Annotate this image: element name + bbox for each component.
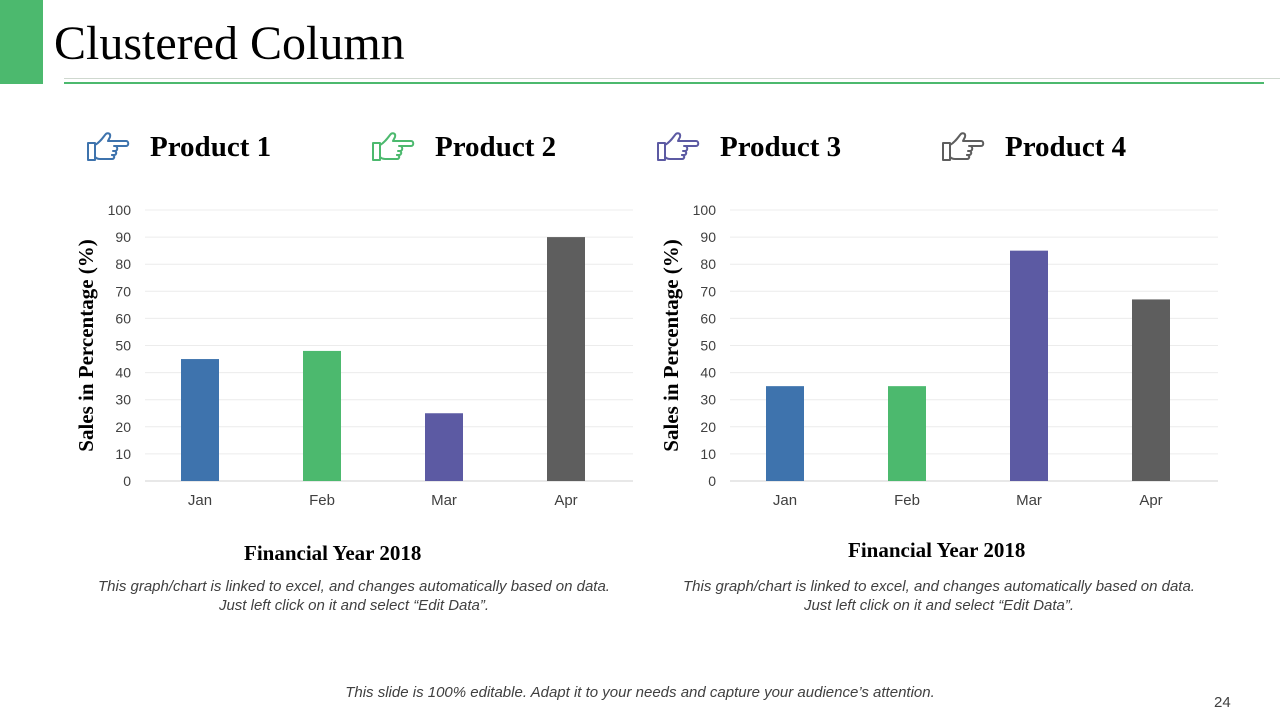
y-tick-label: 30 [115,392,131,408]
chart-2-plot: 0 10 20 30 40 50 60 70 80 90 100 Jan Feb Mar Apr Sales … [659,202,1218,509]
y-axis-title: Sales in Percentage (%) [74,239,98,451]
page-number: 24 [1214,694,1231,711]
x-tick-label: Apr [1139,492,1162,509]
y-tick-label: 20 [700,419,716,435]
chart-2-x-axis-title: Financial Year 2018 [848,538,1026,562]
x-tick-label: Jan [773,492,797,509]
x-tick-label: Apr [554,492,577,509]
y-tick-label: 50 [700,338,716,354]
y-tick-label: 80 [115,256,131,272]
legend-label: Product 4 [1005,130,1127,163]
bar-apr[interactable] [1132,299,1170,481]
pointing-hand-icon [87,132,130,161]
chart-1-x-axis-title: Financial Year 2018 [244,541,422,565]
y-tick-label: 20 [115,419,131,435]
chart-1-plot: 0 10 20 30 40 50 60 70 80 90 100 Jan Feb Mar Apr Sales … [74,202,633,509]
bar-feb[interactable] [888,386,926,481]
chart-2[interactable]: 0 10 20 30 40 50 60 70 80 90 100 Jan Feb Mar Apr Sales … [633,196,1223,526]
y-tick-label: 70 [115,283,131,299]
y-tick-label: 10 [700,446,716,462]
legend-item-product-3: Product 3 [656,124,841,170]
y-tick-label: 60 [115,310,131,326]
bar-mar[interactable] [1010,250,1048,481]
y-tick-label: 40 [700,365,716,381]
bar-apr[interactable] [547,237,585,481]
legend-item-product-1: Product 1 [86,124,271,170]
legend-label: Product 2 [435,130,557,163]
x-tick-label: Mar [1016,492,1042,509]
y-tick-label: 90 [115,229,131,245]
bar-feb[interactable] [303,350,341,481]
y-tick-label: 0 [708,473,716,489]
y-tick-label: 100 [108,202,132,218]
slide-footer: This slide is 100% editable. Adapt it to… [345,684,935,701]
legend-label: Product 3 [720,130,842,163]
legend-item-product-2: Product 2 [371,124,556,170]
y-tick-label: 100 [693,202,717,218]
title-divider-accent [64,82,1264,84]
y-tick-label: 60 [700,310,716,326]
slide-title: Clustered Column [54,17,405,70]
y-tick-label: 80 [700,256,716,272]
pointing-hand-icon [657,132,700,161]
chart-1[interactable]: 0 10 20 30 40 50 60 70 80 90 100 Jan Feb Mar Apr Sales … [48,196,638,526]
y-tick-label: 10 [115,446,131,462]
x-tick-label: Feb [309,492,335,509]
bar-jan[interactable] [766,386,804,481]
bar-jan[interactable] [181,359,219,481]
legend-label: Product 1 [150,130,272,163]
bar-mar[interactable] [425,413,463,481]
y-axis-title: Sales in Percentage (%) [659,239,683,451]
legend-item-product-4: Product 4 [941,124,1126,170]
pointing-hand-icon [942,132,985,161]
pointing-hand-icon [372,132,415,161]
title-accent-bar [0,0,43,84]
x-tick-label: Jan [188,492,212,509]
title-divider [64,78,1280,79]
x-tick-label: Mar [431,492,457,509]
chart-1-note: This graph/chart is linked to excel, and… [98,578,610,614]
chart-2-note: This graph/chart is linked to excel, and… [683,578,1195,614]
y-tick-label: 30 [700,392,716,408]
x-tick-label: Feb [894,492,920,509]
y-tick-label: 0 [123,473,131,489]
y-tick-label: 40 [115,365,131,381]
y-tick-label: 90 [700,229,716,245]
y-tick-label: 50 [115,338,131,354]
y-tick-label: 70 [700,283,716,299]
